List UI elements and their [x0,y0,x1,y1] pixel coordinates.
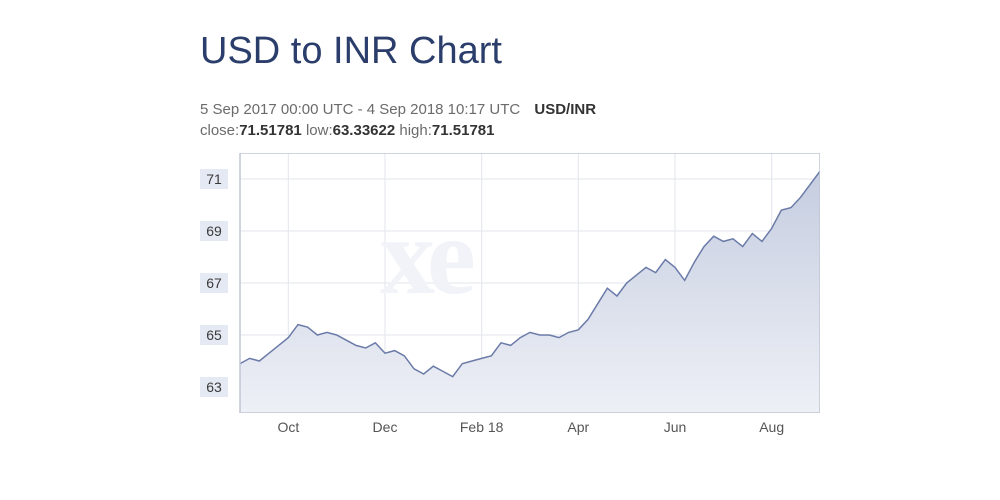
chart-container: xe 6365676971OctDecFeb 18AprJunAug [200,153,820,413]
y-axis-tick: 63 [200,377,228,397]
high-label: high: [399,122,432,139]
close-label: close: [200,122,239,139]
y-axis-tick: 65 [200,325,228,345]
currency-pair: USD/INR [534,101,596,118]
y-axis-tick: 69 [200,221,228,241]
close-value: 71.51781 [239,122,302,139]
x-axis-tick: Dec [373,419,398,435]
high-value: 71.51781 [432,122,495,139]
y-axis-tick: 67 [200,273,228,293]
chart-date-range-line: 5 Sep 2017 00:00 UTC - 4 Sep 2018 10:17 … [200,101,1000,118]
x-axis-tick: Apr [567,419,589,435]
exchange-rate-chart[interactable] [200,153,820,413]
page-title: USD to INR Chart [200,30,1000,73]
low-value: 63.33622 [333,122,396,139]
y-axis-tick: 71 [200,169,228,189]
date-range: 5 Sep 2017 00:00 UTC - 4 Sep 2018 10:17 … [200,101,520,118]
x-axis-tick: Feb 18 [460,419,504,435]
x-axis-tick: Oct [277,419,299,435]
low-label: low: [306,122,333,139]
chart-stats-line: close:71.51781 low:63.33622 high:71.5178… [200,122,1000,139]
x-axis-tick: Aug [759,419,784,435]
x-axis-tick: Jun [664,419,687,435]
